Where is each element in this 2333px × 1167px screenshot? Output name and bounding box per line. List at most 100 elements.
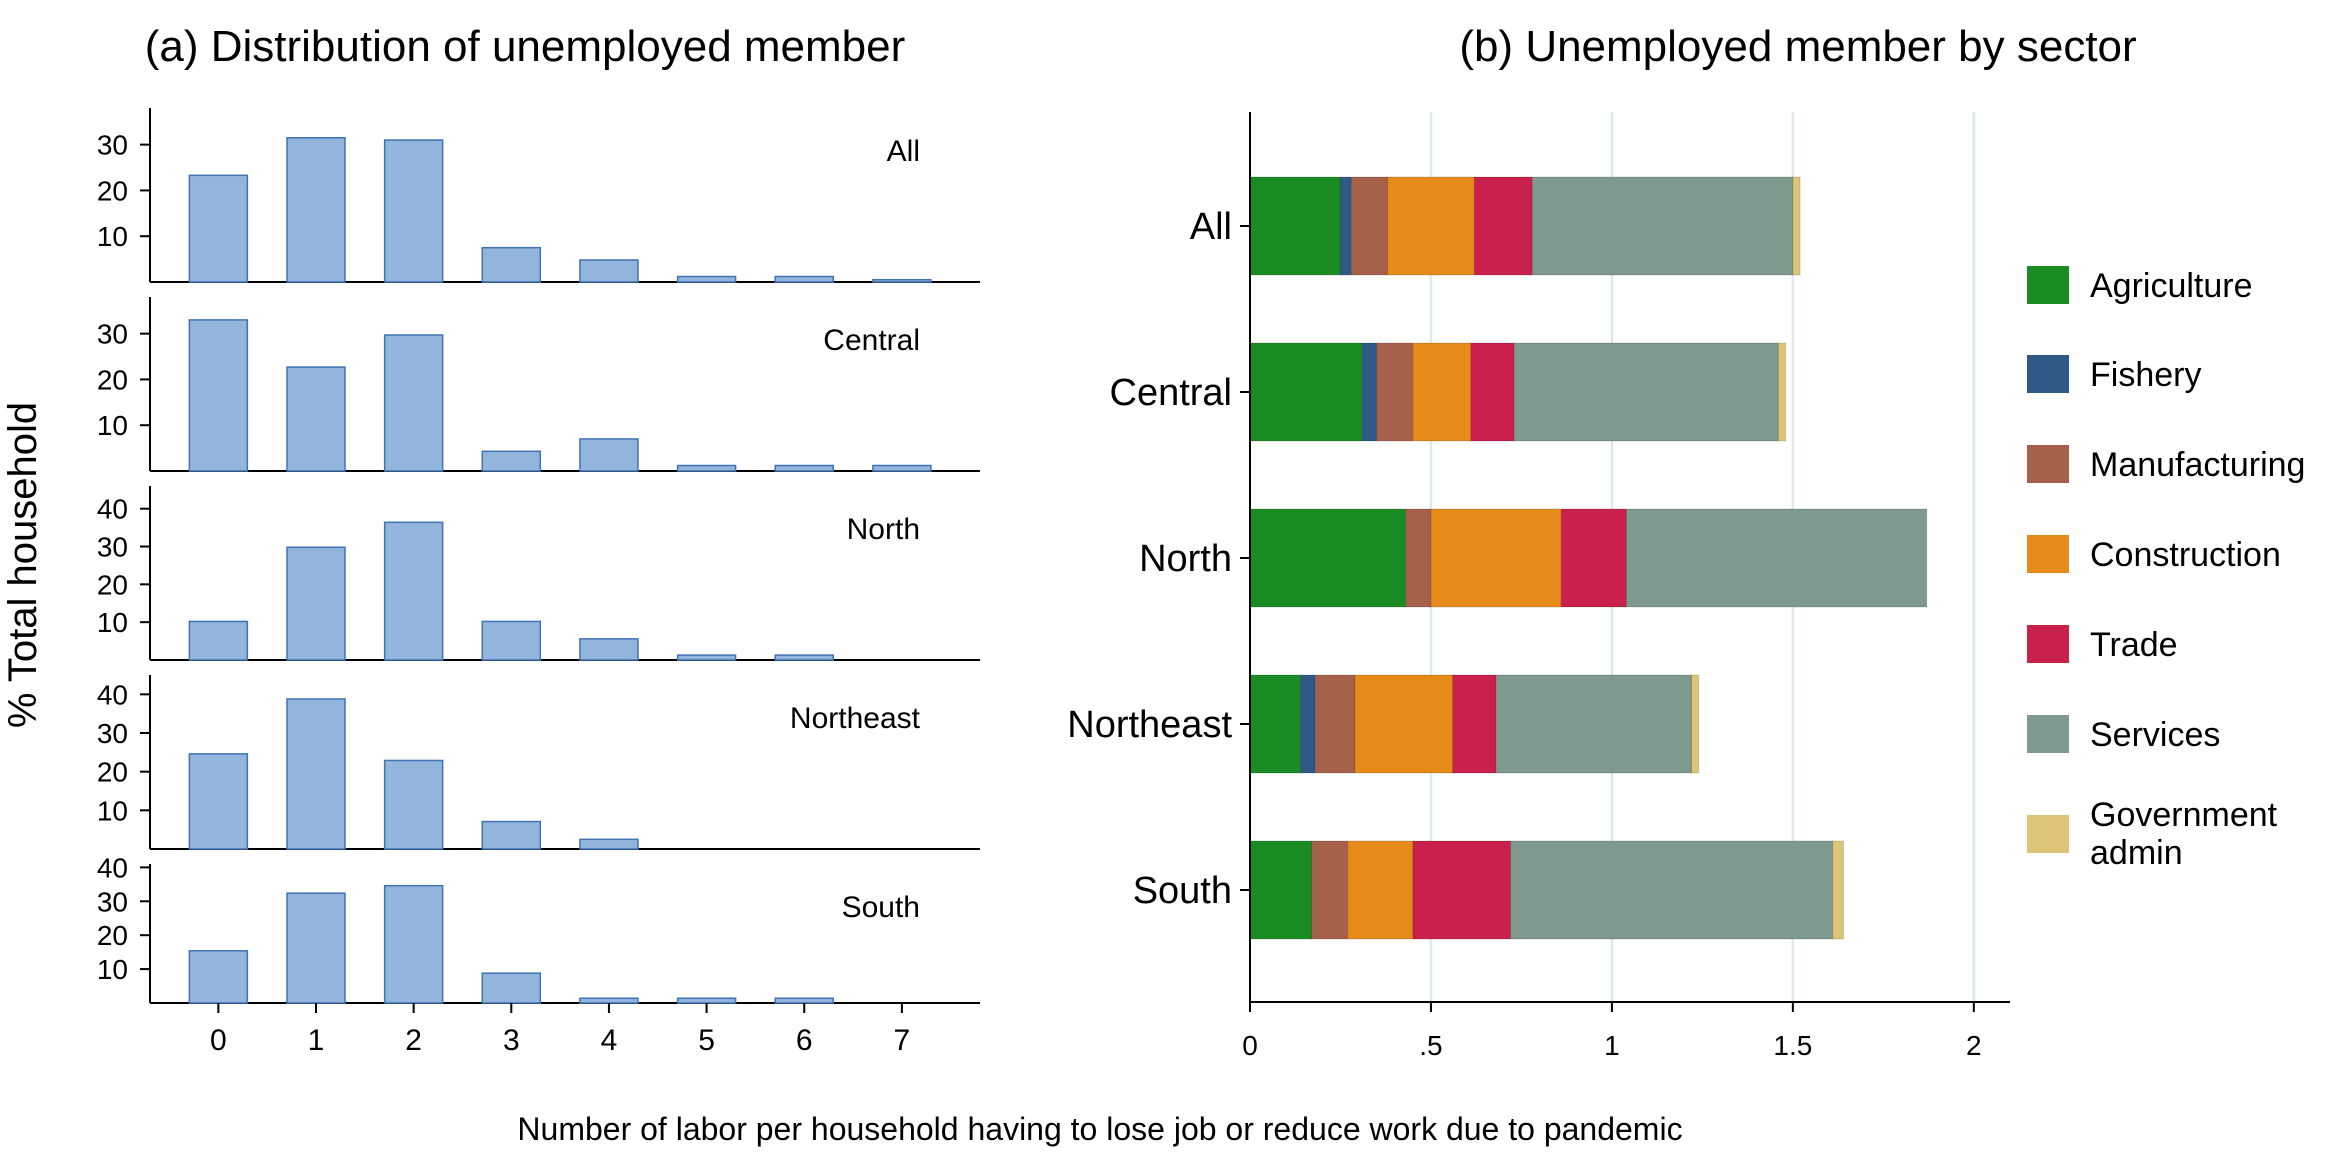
x-tick-label: 1.5 bbox=[1773, 1030, 1812, 1061]
x-tick-label: .5 bbox=[1419, 1030, 1442, 1061]
bar-north-0 bbox=[188, 620, 249, 661]
legend-item-construction: Construction bbox=[2027, 535, 2281, 574]
y-tick-label: 30 bbox=[97, 130, 128, 161]
segment-central-construction bbox=[1412, 342, 1472, 442]
segment-south-trade bbox=[1412, 840, 1512, 940]
bar-central-6 bbox=[774, 464, 834, 472]
segment-south-manufacturing bbox=[1311, 840, 1349, 940]
bar-north-6 bbox=[774, 654, 834, 661]
segment-south-government-admin bbox=[1832, 840, 1845, 940]
bar-south-1 bbox=[286, 892, 346, 1004]
legend-swatch bbox=[2027, 266, 2069, 304]
legend-swatch bbox=[2027, 355, 2069, 393]
segment-south-construction bbox=[1347, 840, 1414, 940]
row-northeast: Northeast bbox=[1067, 674, 1700, 774]
x-tick-label: 3 bbox=[503, 1024, 520, 1057]
x-tick-label: 6 bbox=[796, 1024, 813, 1057]
bar-central-0 bbox=[188, 319, 249, 472]
x-tick-label: 1 bbox=[308, 1024, 325, 1057]
row-all: All bbox=[1190, 176, 1801, 276]
x-axis-title: Number of labor per household having to … bbox=[517, 1111, 1682, 1147]
row-central: Central bbox=[1110, 342, 1787, 442]
y-tick-label: 10 bbox=[97, 795, 128, 826]
legend-item-fishery: Fishery bbox=[2027, 355, 2201, 394]
row-north: North bbox=[1139, 508, 1928, 608]
x-tick-label: 4 bbox=[601, 1024, 618, 1057]
bar-south-2 bbox=[383, 884, 444, 1004]
legend-label-cont: admin bbox=[2090, 834, 2183, 872]
x-tick-label: 5 bbox=[698, 1024, 715, 1057]
legend-label: Trade bbox=[2090, 626, 2178, 664]
x-tick-label: 7 bbox=[894, 1024, 911, 1057]
x-tick-label: 2 bbox=[1966, 1030, 1982, 1061]
bar-northeast-0 bbox=[188, 753, 249, 850]
legend-label: Agriculture bbox=[2090, 267, 2253, 305]
segment-south-agriculture bbox=[1249, 840, 1313, 940]
bar-south-3 bbox=[481, 972, 542, 1004]
bar-north-1 bbox=[286, 546, 346, 661]
legend-label: Fishery bbox=[2090, 356, 2201, 394]
segment-north-services bbox=[1625, 508, 1928, 608]
category-label: All bbox=[1190, 206, 1232, 248]
y-tick-label: 10 bbox=[97, 410, 128, 441]
bar-north-3 bbox=[481, 620, 542, 661]
y-tick-label: 10 bbox=[97, 221, 128, 252]
legend-label: Government bbox=[2090, 796, 2278, 834]
bar-northeast-3 bbox=[481, 820, 542, 850]
subplot-label: South bbox=[842, 891, 920, 924]
panel-b-sector: (b) Unemployed member by sector All Centr… bbox=[1067, 22, 2305, 1061]
segment-north-construction bbox=[1430, 508, 1562, 608]
bar-central-3 bbox=[481, 450, 542, 472]
y-axis-title: % Total household bbox=[1, 402, 45, 728]
y-tick-label: 10 bbox=[97, 607, 128, 638]
segment-central-agriculture bbox=[1249, 342, 1363, 442]
x-tick-label: 0 bbox=[1242, 1030, 1258, 1061]
segment-all-agriculture bbox=[1249, 176, 1341, 276]
y-tick-label: 40 bbox=[97, 494, 128, 525]
segment-all-government-admin bbox=[1792, 176, 1801, 276]
bar-north-5 bbox=[676, 654, 737, 661]
legend-label: Manufacturing bbox=[2090, 446, 2305, 484]
y-tick-label: 10 bbox=[97, 954, 128, 985]
bar-all-7 bbox=[872, 278, 932, 283]
segment-northeast-trade bbox=[1452, 674, 1497, 774]
legend-swatch bbox=[2027, 625, 2069, 663]
category-label: Northeast bbox=[1067, 704, 1232, 746]
segment-northeast-services bbox=[1495, 674, 1693, 774]
bar-all-3 bbox=[481, 246, 542, 283]
bar-all-1 bbox=[286, 137, 346, 283]
segment-northeast-government-admin bbox=[1691, 674, 1700, 774]
y-tick-label: 20 bbox=[97, 920, 128, 951]
legend-swatch bbox=[2027, 535, 2069, 573]
legend-item-manufacturing: Manufacturing bbox=[2027, 445, 2305, 484]
segment-all-manufacturing bbox=[1350, 176, 1389, 276]
segment-all-fishery bbox=[1339, 176, 1352, 276]
category-label: North bbox=[1139, 538, 1232, 580]
segment-north-manufacturing bbox=[1405, 508, 1432, 608]
segment-all-construction bbox=[1387, 176, 1475, 276]
y-tick-label: 30 bbox=[97, 886, 128, 917]
row-south: South bbox=[1133, 840, 1845, 940]
legend-item-services: Services bbox=[2027, 715, 2220, 754]
category-label: Central bbox=[1110, 372, 1233, 414]
subplot-label: North bbox=[847, 513, 920, 546]
segment-northeast-construction bbox=[1354, 674, 1454, 774]
bar-south-5 bbox=[676, 997, 737, 1004]
segment-northeast-manufacturing bbox=[1314, 674, 1356, 774]
x-tick-label: 2 bbox=[405, 1024, 422, 1057]
panel-a-title: (a) Distribution of unemployed member bbox=[145, 22, 906, 71]
legend-swatch bbox=[2027, 445, 2069, 483]
segment-north-agriculture bbox=[1249, 508, 1407, 608]
segment-central-government-admin bbox=[1777, 342, 1787, 442]
subplot-central: 10 20 30 Central bbox=[97, 297, 980, 472]
bar-central-5 bbox=[676, 464, 737, 472]
bar-all-2 bbox=[383, 139, 444, 283]
bar-all-0 bbox=[188, 174, 249, 283]
bar-central-2 bbox=[383, 334, 444, 472]
bar-all-4 bbox=[579, 259, 639, 283]
legend-item-agriculture: Agriculture bbox=[2027, 266, 2253, 305]
bar-all-5 bbox=[676, 275, 737, 283]
segment-all-trade bbox=[1473, 176, 1533, 276]
